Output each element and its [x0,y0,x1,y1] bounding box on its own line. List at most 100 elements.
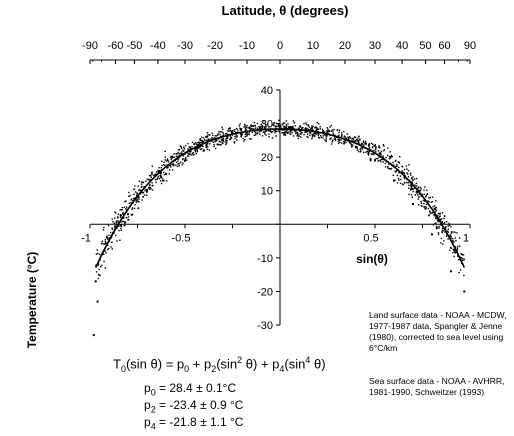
data-point [427,207,429,210]
data-point [226,140,228,142]
data-point [126,217,128,219]
data-point [131,208,133,210]
data-point [298,127,300,129]
data-point [365,151,367,153]
data-point [189,146,192,148]
data-point [408,193,410,196]
data-point [119,239,121,241]
data-point [264,127,266,129]
data-point [374,145,376,147]
data-point [278,130,280,133]
data-point [318,133,320,135]
data-point [136,194,138,197]
data-point [410,177,413,179]
data-point [285,126,287,129]
data-point [181,151,183,153]
data-point [365,143,367,146]
data-point [292,135,295,137]
data-point [358,141,360,143]
data-point [380,153,382,156]
data-point [429,196,431,199]
data-point [431,233,433,236]
data-point [282,131,284,134]
data-point [193,143,195,145]
data-point [418,189,420,192]
data-point [336,129,338,131]
data-point [111,228,114,230]
data-point [165,160,168,162]
data-point [275,125,278,127]
data-point [136,198,138,201]
data-point [423,193,425,195]
data-point [228,128,230,130]
data-point [364,142,366,145]
data-point [338,139,341,141]
data-point [254,127,257,129]
data-point [199,138,201,141]
data-point [312,125,314,128]
data-point [374,144,376,146]
data-point [192,154,194,156]
data-point [339,141,341,143]
data-point [264,131,266,133]
data-point [443,240,445,242]
x-tick-label: 1 [463,232,469,244]
data-point [151,165,153,167]
data-point [289,133,291,135]
data-point [127,216,130,218]
data-point [175,155,177,158]
data-point [398,161,400,163]
data-point [357,149,359,151]
data-point [245,133,247,135]
data-point [420,195,423,197]
data-point [358,142,360,144]
data-point [168,164,170,167]
chart-title: Latitude, θ (degrees) [222,3,349,18]
data-point [169,165,171,167]
data-point [416,190,419,193]
y-tick-label: -20 [257,286,273,298]
data-point [251,131,254,134]
data-point [98,268,100,271]
data-point [103,260,105,263]
data-point [94,280,97,283]
data-point [322,131,324,133]
data-point [119,216,122,218]
data-point [309,134,311,137]
data-point [334,138,337,140]
data-point [166,158,169,160]
data-point [245,126,248,128]
formula-part: θ) + p [242,356,280,372]
data-point [125,200,127,202]
y-tick-label: 20 [261,152,273,164]
data-point [301,127,303,129]
data-point [161,164,163,167]
data-point [398,162,401,164]
data-point [402,171,404,173]
data-point [260,123,262,126]
data-point [443,215,446,217]
data-point [96,249,98,251]
data-point [457,255,459,257]
data-point [284,122,286,124]
data-point [289,130,292,132]
data-point [307,136,309,138]
data-point [239,132,241,135]
data-point [299,130,302,133]
data-point [149,183,151,186]
data-point [351,137,354,140]
data-point [206,136,208,139]
data-point [269,129,271,132]
data-point [330,124,333,127]
data-point [431,196,434,198]
data-point [428,201,430,203]
data-point [117,217,119,219]
data-point [458,271,460,274]
data-point [235,136,238,138]
data-point [363,151,365,154]
data-point [139,189,141,191]
data-point [137,207,139,210]
data-point [229,138,231,141]
data-point [209,143,211,145]
